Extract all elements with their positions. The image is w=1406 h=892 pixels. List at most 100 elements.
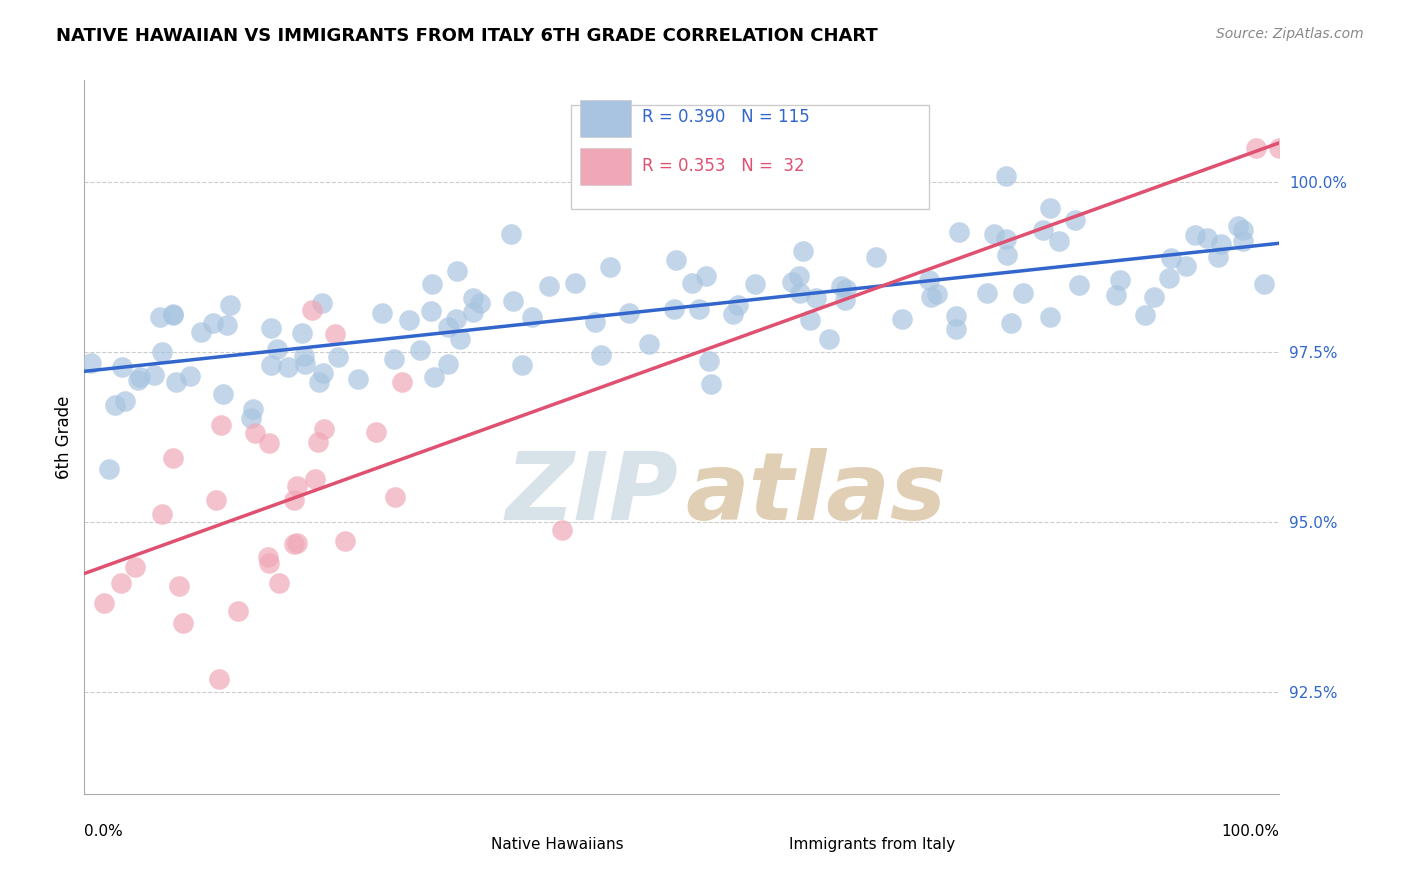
Point	[165, 376, 187, 390]
Point	[124, 560, 146, 574]
Point	[128, 369, 150, 384]
Point	[245, 425, 267, 440]
Text: Immigrants from Italy: Immigrants from Italy	[790, 837, 956, 852]
Point	[190, 325, 212, 339]
Point	[384, 491, 406, 505]
Point	[564, 277, 586, 291]
Text: NATIVE HAWAIIAN VS IMMIGRANTS FROM ITALY 6TH GRADE CORRELATION CHART: NATIVE HAWAIIAN VS IMMIGRANTS FROM ITALY…	[56, 27, 877, 45]
Point	[366, 425, 388, 439]
Point	[256, 549, 278, 564]
Point	[665, 252, 688, 267]
Text: 0.0%: 0.0%	[84, 824, 124, 838]
Point	[409, 343, 432, 358]
Point	[346, 372, 368, 386]
Point	[835, 282, 858, 296]
Point	[1000, 317, 1022, 331]
Point	[219, 298, 242, 312]
FancyBboxPatch shape	[581, 100, 630, 137]
Point	[266, 343, 288, 357]
Point	[179, 369, 201, 384]
Point	[1108, 273, 1130, 287]
Point	[150, 344, 173, 359]
Point	[1157, 271, 1180, 285]
Point	[422, 277, 444, 292]
Point	[391, 375, 413, 389]
Point	[142, 368, 165, 382]
Point	[1133, 308, 1156, 322]
Point	[945, 309, 967, 323]
Point	[93, 596, 115, 610]
Y-axis label: 6th Grade: 6th Grade	[55, 395, 73, 479]
Point	[1209, 237, 1232, 252]
Point	[1197, 230, 1219, 244]
Point	[308, 375, 330, 389]
Point	[326, 351, 349, 365]
Point	[799, 312, 821, 326]
Point	[976, 285, 998, 300]
Point	[257, 556, 280, 570]
Point	[114, 394, 136, 409]
Point	[782, 275, 804, 289]
Point	[834, 293, 856, 307]
Point	[283, 492, 305, 507]
Text: R = 0.390   N = 115: R = 0.390 N = 115	[643, 109, 810, 127]
FancyBboxPatch shape	[571, 105, 929, 209]
Point	[619, 306, 641, 320]
Point	[294, 357, 316, 371]
Point	[461, 291, 484, 305]
Point	[994, 169, 1017, 183]
Point	[312, 366, 335, 380]
Point	[209, 417, 232, 432]
Point	[945, 322, 967, 336]
Point	[1184, 228, 1206, 243]
Point	[1253, 277, 1275, 292]
Point	[995, 248, 1018, 262]
Point	[520, 310, 543, 324]
Point	[695, 269, 717, 284]
Point	[891, 311, 914, 326]
Point	[1232, 234, 1254, 248]
Point	[162, 308, 184, 322]
Point	[700, 376, 723, 391]
Point	[697, 354, 720, 368]
Point	[205, 492, 228, 507]
Point	[983, 227, 1005, 242]
Point	[1268, 141, 1291, 155]
Point	[307, 434, 329, 449]
Point	[149, 310, 172, 325]
Point	[688, 302, 710, 317]
Point	[127, 373, 149, 387]
Point	[217, 318, 239, 332]
Point	[242, 402, 264, 417]
Point	[1227, 219, 1250, 233]
Point	[228, 604, 250, 618]
Point	[468, 296, 491, 310]
Point	[1039, 310, 1062, 324]
Point	[398, 312, 420, 326]
Point	[437, 357, 460, 371]
Point	[437, 320, 460, 334]
Point	[382, 352, 405, 367]
Point	[510, 358, 533, 372]
Point	[537, 279, 560, 293]
Point	[110, 576, 132, 591]
Point	[80, 356, 103, 370]
Point	[285, 535, 308, 549]
Point	[291, 326, 314, 341]
Point	[333, 533, 356, 548]
Point	[260, 358, 283, 372]
Text: Source: ZipAtlas.com: Source: ZipAtlas.com	[1216, 27, 1364, 41]
Point	[292, 349, 315, 363]
Point	[599, 260, 621, 274]
Text: Native Hawaiians: Native Hawaiians	[491, 837, 623, 852]
Point	[1063, 213, 1085, 227]
Point	[721, 307, 744, 321]
Point	[446, 263, 468, 277]
Point	[1208, 250, 1230, 264]
Point	[918, 272, 941, 286]
Point	[449, 332, 471, 346]
Point	[789, 285, 811, 300]
Point	[1011, 285, 1033, 300]
Point	[1105, 288, 1128, 302]
Point	[1047, 234, 1070, 248]
